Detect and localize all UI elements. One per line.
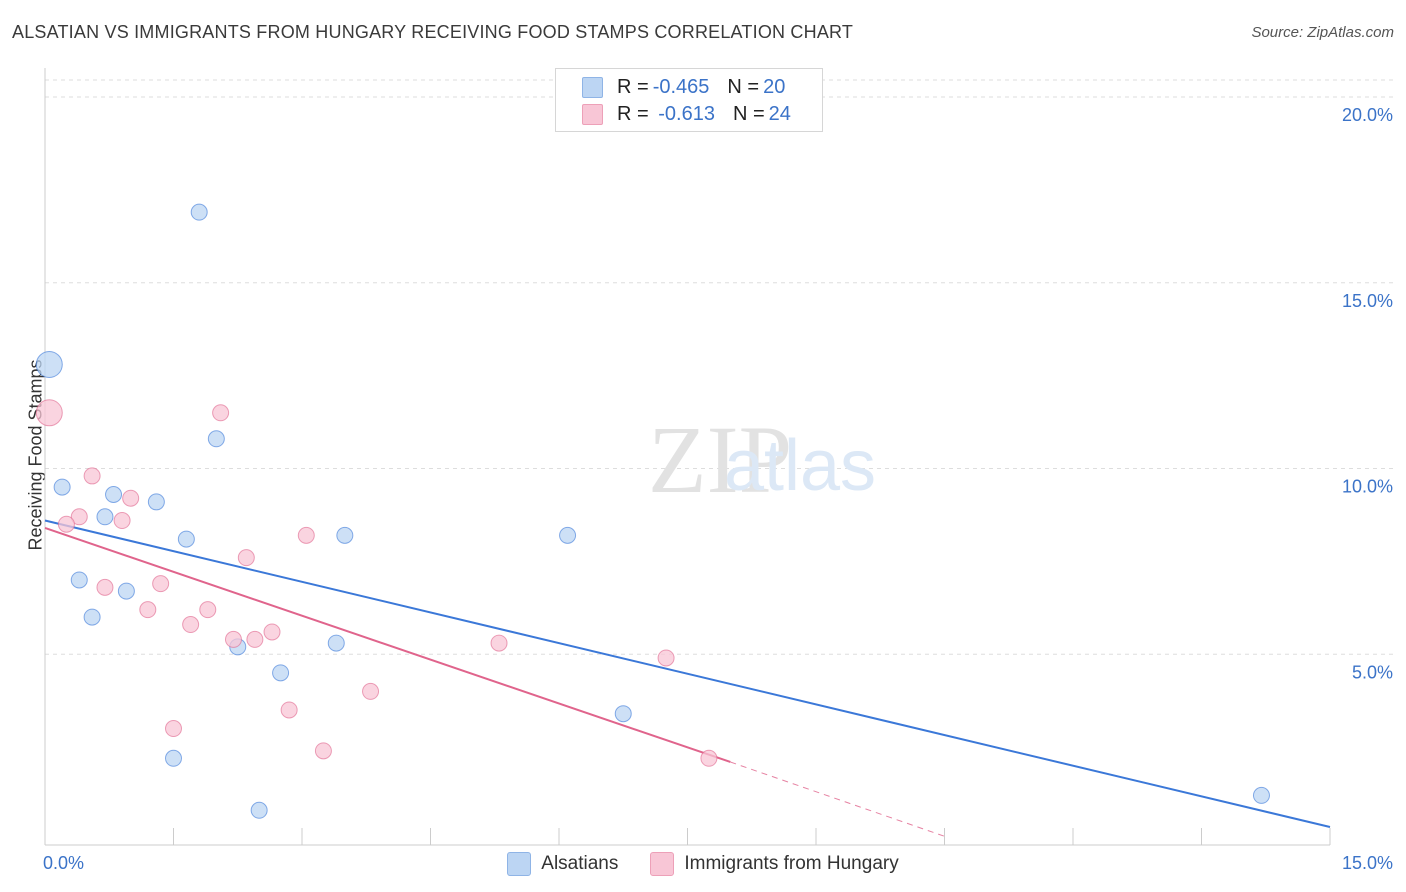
y-tick-label: 5.0% [1352,662,1393,682]
data-point-hungary [122,489,140,507]
data-point-hungary [297,526,315,544]
legend-swatch-blue [582,76,603,98]
data-point-alsatians [96,508,114,526]
data-point-alsatians [207,430,225,448]
data-point-hungary [96,578,114,596]
legend-r-value: -0.465 [652,75,710,98]
source-label: Source: ZipAtlas.com [1251,24,1394,41]
data-point-alsatians [35,350,63,378]
series-name: Immigrants from Hungary [684,853,899,874]
data-point-alsatians [105,486,123,504]
data-point-hungary [165,720,182,738]
data-point-alsatians [165,749,182,767]
trend-lines [44,519,1331,837]
data-point-hungary [57,515,75,533]
data-point-hungary [263,623,281,641]
data-point-alsatians [53,478,71,496]
data-point-hungary [35,399,63,427]
data-point-hungary [314,742,332,760]
series-name: Alsatians [541,853,619,874]
legend-r-label: R = [617,75,649,98]
data-point-hungary [182,616,200,634]
data-point-hungary [212,404,230,422]
series-legend-hungary: Immigrants from Hungary [650,852,899,876]
axes [44,68,1331,846]
legend-row-hungary: R = -0.613 N = 24 [582,102,791,126]
series-swatch-pink [650,852,675,876]
y-tick-label: 15.0% [1342,291,1393,311]
data-points [35,203,1270,819]
data-point-hungary [224,630,242,648]
data-point-hungary [199,601,217,619]
data-point-hungary [70,508,88,526]
x-tick-label: 0.0% [43,853,84,873]
data-point-hungary [657,649,675,667]
watermark-atlas: atlas [724,426,876,506]
x-tick-label: 15.0% [1342,853,1393,873]
data-point-hungary [83,467,101,485]
data-point-alsatians [336,526,354,544]
data-point-hungary [152,575,170,593]
tick-labels: 5.0% 10.0% 15.0% 20.0% 0.0% 15.0% [43,105,1393,873]
data-point-alsatians [614,705,632,723]
data-point-hungary [139,601,157,619]
legend-swatch-pink [582,103,603,125]
trend-line-hungary [44,526,731,763]
data-point-alsatians [1252,786,1270,804]
data-point-hungary [246,630,264,648]
watermark-zip: ZIP [648,406,792,513]
series-legend-alsatians: Alsatians [507,852,618,876]
legend-n-value: 24 [768,102,791,125]
correlation-legend: R = -0.465 N = 20 R = -0.613 N = 24 [555,68,823,132]
data-point-alsatians [177,530,195,548]
data-point-hungary [490,634,508,652]
legend-r-value: -0.613 [652,102,715,125]
legend-r-label: R = [617,102,649,125]
y-tick-label: 20.0% [1342,105,1393,125]
series-swatch-blue [507,852,532,876]
data-point-alsatians [250,801,268,819]
legend-n-label: N = [727,75,760,98]
data-point-hungary [237,549,255,567]
series-legend: Alsatians Immigrants from Hungary [0,852,1406,876]
legend-row-alsatians: R = -0.465 N = 20 [582,75,785,99]
data-point-hungary [113,512,131,530]
trend-line-extension [730,761,945,837]
data-point-alsatians [117,582,135,600]
data-point-alsatians [272,664,290,682]
trend-line-alsatians [44,519,1331,828]
data-point-hungary [700,749,718,767]
legend-n-label: N = [732,102,765,125]
data-point-alsatians [559,526,577,544]
data-point-alsatians [327,634,345,652]
data-point-alsatians [147,493,165,511]
data-point-alsatians [70,571,88,589]
data-point-alsatians [83,608,101,626]
data-point-alsatians [190,203,208,221]
data-point-hungary [362,682,380,700]
data-point-hungary [280,701,298,719]
chart-title: ALSATIAN VS IMMIGRANTS FROM HUNGARY RECE… [12,22,854,42]
y-tick-label: 10.0% [1342,477,1393,497]
legend-n-value: 20 [763,75,786,98]
